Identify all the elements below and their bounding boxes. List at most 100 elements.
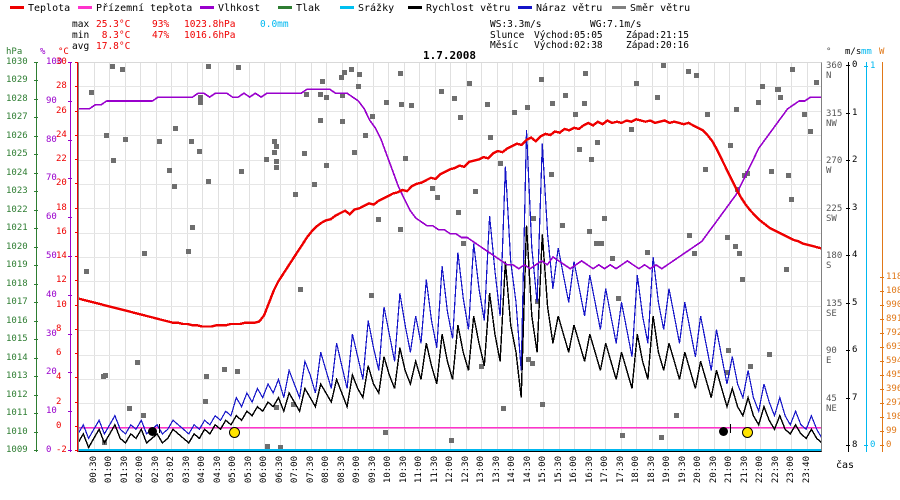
wind-direction-marker [302, 151, 307, 156]
temperature-tick-label: 14 [56, 251, 67, 261]
wind-direction-marker [293, 192, 298, 197]
page-title: 1.7.2008 [423, 49, 476, 62]
wind-direction-marker [324, 163, 329, 168]
temperature-line [78, 118, 822, 328]
windspeed-tick-label: 1 [852, 107, 858, 118]
temperature-tick-label: 0 [56, 420, 62, 431]
x-axis-tick-label: 06:00 [259, 456, 269, 484]
series-layer [78, 88, 822, 451]
temperature-tick [75, 231, 79, 233]
wind-direction-marker [769, 169, 774, 174]
legend-item-tlak: Tlak [278, 2, 320, 16]
wind-gust-stat: WG:7.1m/s [590, 19, 642, 30]
legend-swatch-icon [340, 5, 354, 9]
wind-gust-line [78, 129, 822, 440]
humidity-tick-label: 30 [46, 328, 57, 339]
windspeed-tick [846, 397, 850, 399]
winddir-axis-unit: ° [826, 47, 832, 57]
solar-tick-label: 693 [886, 342, 900, 352]
wind-direction-marker [473, 189, 478, 194]
pressure-tick-label: 1015 [6, 334, 28, 345]
x-axis-tick-label: 21:00 [724, 456, 734, 484]
temperature-tick-label: 28 [56, 81, 67, 92]
horizontal-gridline [78, 281, 822, 282]
humidity-tick [68, 372, 72, 374]
legend-label: Teplota [28, 3, 71, 14]
winddir-compass-label: W [826, 166, 832, 176]
solar-tick [880, 291, 884, 292]
legend-label: Tlak [296, 3, 321, 14]
temperature-tick-label: 30 [56, 57, 67, 67]
temperature-tick [75, 425, 79, 427]
x-axis-tick-label: 18:30 [647, 456, 657, 484]
wind-direction-marker [198, 100, 203, 105]
solar-tick [880, 277, 884, 278]
wind-direction-marker [479, 364, 484, 369]
humidity-tick [68, 333, 72, 335]
wind-direction-marker [620, 433, 625, 438]
windspeed-tick [846, 445, 850, 446]
wind-direction-marker [456, 210, 461, 215]
legend-swatch-icon [518, 5, 532, 9]
horizontal-gridline [78, 135, 822, 136]
x-axis-tick-label: 09:00 [352, 456, 362, 484]
legend-item-rychlost-v-tru: Rychlost větru [408, 2, 510, 16]
solar-axis-unit: W [879, 47, 885, 57]
pressure-tick-label: 1028 [6, 93, 28, 104]
x-axis-tick-label: 20:30 [709, 456, 719, 484]
x-axis-tick-label: 17:00 [600, 456, 610, 484]
wind-direction-marker [745, 171, 750, 176]
solar-tick [880, 347, 884, 348]
pressure-tick-label: 1021 [6, 223, 28, 234]
wind-direction-marker [540, 402, 545, 407]
x-axis-tick-label: 02:00 [135, 456, 145, 484]
wind-direction-marker [439, 89, 444, 94]
humidity-line [78, 88, 822, 270]
pressure-tick-label: 1016 [6, 315, 28, 326]
temperature-tick [75, 401, 79, 403]
horizontal-gridline [78, 306, 822, 307]
solar-tick [880, 389, 884, 390]
wind-direction-marker [789, 197, 794, 202]
temperature-tick-label: 22 [56, 154, 67, 164]
wind-direction-marker [687, 233, 692, 238]
wind-direction-marker [399, 102, 404, 107]
humidity-tick-label: 10 [46, 406, 57, 417]
wind-direction-marker [760, 84, 765, 89]
rain-tick-label: 0 [870, 440, 876, 450]
x-axis-tick-label: 20:00 [693, 456, 703, 484]
wind-direction-marker [206, 179, 211, 184]
wind-direction-marker [409, 103, 414, 108]
wind-direction-marker [127, 406, 132, 411]
pressure-tick [34, 246, 38, 248]
temperature-tick-label: 20 [56, 178, 67, 189]
solar-tick-label: 1188 [886, 272, 900, 282]
temperature-tick [75, 159, 79, 160]
x-axis-tick-label: 00:30 [89, 456, 99, 484]
x-axis-tick-label: 22:30 [771, 456, 781, 484]
pressure-tick-label: 1029 [6, 75, 28, 86]
pressure-tick [34, 172, 38, 174]
pressure-tick [34, 98, 38, 100]
humidity-tick-label: 50 [46, 251, 57, 261]
x-axis-tick-label: 03:30 [182, 456, 192, 484]
wind-direction-marker [539, 77, 544, 82]
wind-direction-marker [189, 139, 194, 144]
pressure-tick [34, 431, 38, 433]
wind-direction-marker [587, 229, 592, 234]
winddir-tick-label: 315 [826, 108, 843, 119]
x-axis-tick-label: 22:00 [755, 456, 765, 484]
temperature-tick [75, 450, 79, 451]
x-axis-tick-label: 10:00 [383, 456, 393, 484]
x-axis-tick-label: 14:00 [507, 456, 517, 484]
wind-direction-marker [725, 370, 730, 375]
wind-direction-marker [589, 157, 594, 162]
windspeed-tick [846, 255, 850, 256]
wind-direction-marker [123, 137, 128, 142]
wind-direction-marker [599, 241, 604, 246]
x-axis-tick-label: 07:30 [306, 456, 316, 484]
wind-direction-marker [265, 444, 270, 449]
sun-label: Slunce [490, 30, 525, 41]
wind-direction-marker [645, 250, 650, 255]
